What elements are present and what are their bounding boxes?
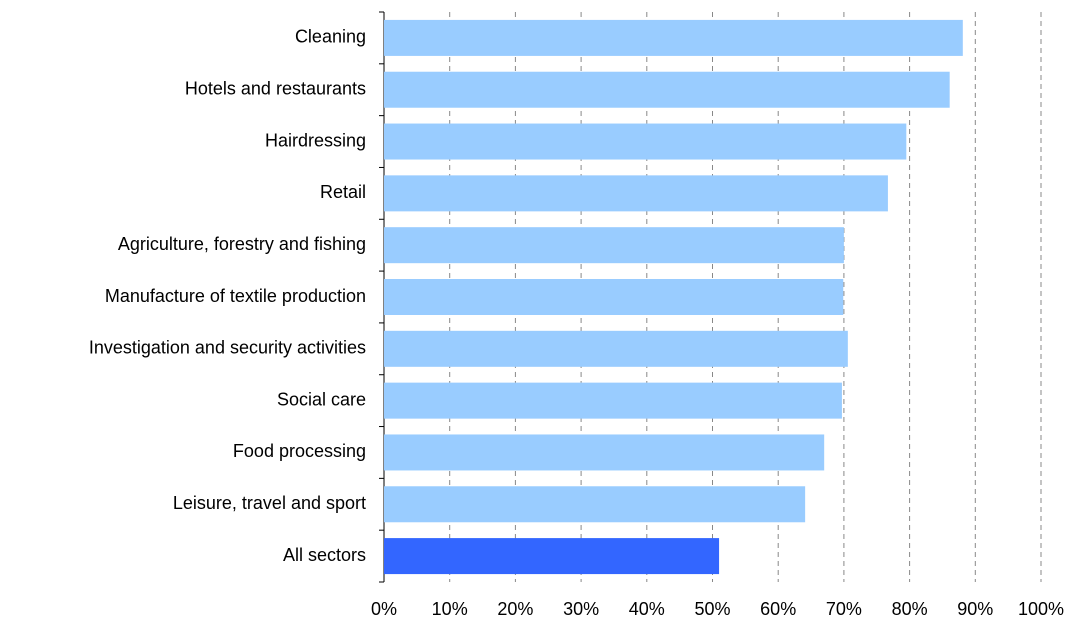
bar	[384, 123, 907, 160]
y-tick-label: Agriculture, forestry and fishing	[118, 234, 366, 254]
x-tick-label: 40%	[629, 599, 665, 619]
y-tick-label: Cleaning	[295, 27, 366, 47]
y-tick-label: Hairdressing	[265, 130, 366, 150]
x-tick-label: 80%	[892, 599, 928, 619]
y-tick-label: Food processing	[233, 441, 366, 461]
bar	[384, 486, 806, 523]
x-tick-label: 60%	[760, 599, 796, 619]
bar	[384, 19, 963, 56]
x-tick-label: 20%	[497, 599, 533, 619]
y-tick-label: Manufacture of textile production	[105, 286, 366, 306]
x-tick-label: 100%	[1018, 599, 1064, 619]
bar	[384, 227, 844, 264]
y-tick-label: Social care	[277, 389, 366, 409]
y-tick-label: All sectors	[283, 545, 366, 565]
y-tick-label: Investigation and security activities	[89, 338, 366, 358]
y-tick-label: Hotels and restaurants	[185, 78, 366, 98]
bar	[384, 71, 950, 108]
bar	[384, 382, 842, 419]
y-tick-label: Retail	[320, 182, 366, 202]
y-tick-label: Leisure, travel and sport	[173, 493, 366, 513]
x-tick-label: 70%	[826, 599, 862, 619]
x-tick-label: 0%	[371, 599, 397, 619]
bar	[384, 175, 888, 212]
x-tick-label: 50%	[694, 599, 730, 619]
bar	[384, 330, 848, 367]
x-tick-label: 10%	[432, 599, 468, 619]
bar	[384, 434, 825, 471]
x-tick-label: 30%	[563, 599, 599, 619]
bar	[384, 538, 720, 575]
bar	[384, 279, 844, 315]
x-tick-label: 90%	[957, 599, 993, 619]
